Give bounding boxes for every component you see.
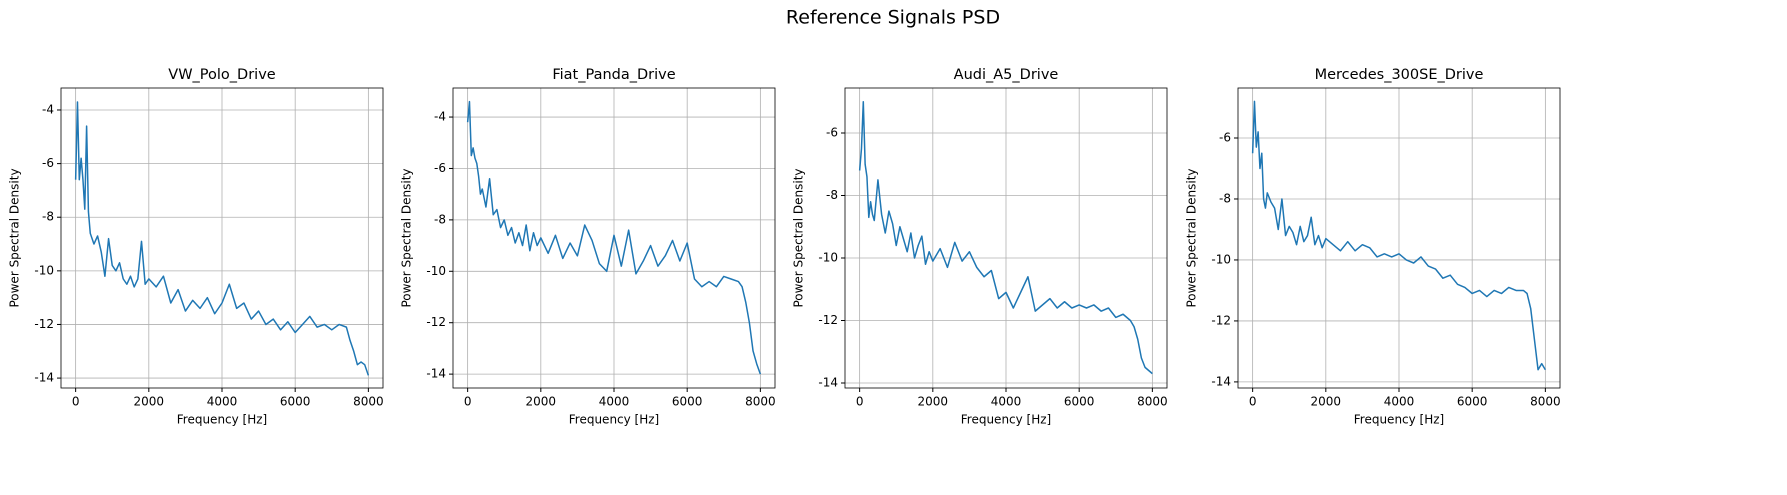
subplot-title: Audi_A5_Drive xyxy=(954,67,1059,83)
y-tick-label: -14 xyxy=(818,376,838,390)
y-axis-label: Power Spectral Density xyxy=(8,168,22,307)
axes-frame xyxy=(1237,87,1561,389)
y-tick-label: -6 xyxy=(434,161,446,175)
y-tick-label: -8 xyxy=(1219,191,1231,205)
y-tick-label: -4 xyxy=(434,110,446,124)
y-tick-label: -6 xyxy=(826,126,838,140)
x-tick-label: 8000 xyxy=(1530,395,1561,409)
y-tick-label: -10 xyxy=(818,251,838,265)
x-tick-label: 6000 xyxy=(1457,395,1488,409)
y-axis-label: Power Spectral Density xyxy=(400,168,414,307)
axes-frame xyxy=(452,87,776,389)
y-tick-label: -10 xyxy=(34,263,54,277)
x-tick-label: 6000 xyxy=(280,395,311,409)
subplot-title: VW_Polo_Drive xyxy=(168,67,275,83)
y-tick-label: -14 xyxy=(34,371,54,385)
x-axis-label: Frequency [Hz] xyxy=(177,413,268,427)
x-axis-label: Frequency [Hz] xyxy=(1354,413,1445,427)
psd-line xyxy=(1251,100,1547,371)
psd-line xyxy=(74,101,370,376)
y-tick-label: -12 xyxy=(1211,313,1231,327)
x-tick-label: 0 xyxy=(464,395,472,409)
y-tick-label: -6 xyxy=(1219,131,1231,145)
psd-line xyxy=(466,100,762,375)
y-tick-label: -14 xyxy=(1211,374,1231,388)
x-tick-label: 6000 xyxy=(1064,395,1095,409)
figure-title: Reference Signals PSD xyxy=(786,7,1000,29)
subplot-title: Fiat_Panda_Drive xyxy=(552,67,675,83)
y-tick-label: -8 xyxy=(826,188,838,202)
x-tick-label: 2000 xyxy=(918,395,949,409)
y-tick-label: -12 xyxy=(818,313,838,327)
y-tick-label: -12 xyxy=(34,317,54,331)
x-tick-label: 2000 xyxy=(1311,395,1342,409)
x-tick-label: 4000 xyxy=(991,395,1022,409)
x-axis-label: Frequency [Hz] xyxy=(961,413,1052,427)
axes-frame xyxy=(844,87,1168,389)
x-tick-label: 0 xyxy=(72,395,80,409)
y-axis-label: Power Spectral Density xyxy=(792,168,806,307)
y-tick-label: -14 xyxy=(426,367,446,381)
y-axis-label: Power Spectral Density xyxy=(1185,168,1199,307)
x-tick-label: 2000 xyxy=(134,395,165,409)
y-tick-label: -8 xyxy=(42,210,54,224)
x-tick-label: 2000 xyxy=(526,395,557,409)
x-tick-label: 6000 xyxy=(672,395,703,409)
y-tick-label: -6 xyxy=(42,156,54,170)
x-tick-label: 8000 xyxy=(353,395,384,409)
y-tick-label: -10 xyxy=(426,264,446,278)
psd-line xyxy=(858,101,1153,375)
x-tick-label: 4000 xyxy=(207,395,238,409)
y-tick-label: -10 xyxy=(1211,252,1231,266)
subplot-title: Mercedes_300SE_Drive xyxy=(1315,67,1484,83)
x-tick-label: 4000 xyxy=(599,395,630,409)
y-tick-label: -8 xyxy=(434,212,446,226)
y-tick-label: -12 xyxy=(426,315,446,329)
x-axis-label: Frequency [Hz] xyxy=(569,413,660,427)
y-tick-label: -4 xyxy=(42,102,54,116)
x-tick-label: 0 xyxy=(856,395,864,409)
x-tick-label: 0 xyxy=(1249,395,1257,409)
x-tick-label: 8000 xyxy=(745,395,776,409)
x-tick-label: 8000 xyxy=(1137,395,1168,409)
axes-frame xyxy=(60,87,384,389)
x-tick-label: 4000 xyxy=(1384,395,1415,409)
